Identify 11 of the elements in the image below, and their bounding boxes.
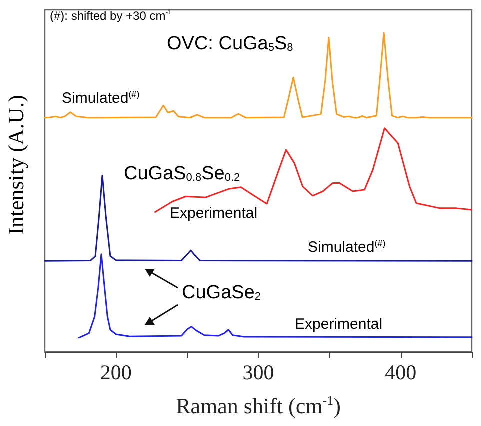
annotation: OVC: CuGa5S8 [167, 34, 294, 55]
series-label: Simulated(#) [308, 238, 386, 256]
x-tick-label: 300 [242, 360, 274, 384]
x-tick-label: 200 [100, 360, 132, 384]
x-tick-label: 400 [385, 360, 417, 384]
annotation: CuGaSe2 [182, 282, 261, 304]
annotation: CuGaS0.8Se0.2 [124, 164, 240, 185]
y-axis-title: Intensity (A.U.) [4, 94, 28, 235]
series-label: Experimental [295, 316, 383, 333]
series-label: Experimental [170, 205, 258, 222]
series-label: Simulated(#) [62, 90, 140, 107]
